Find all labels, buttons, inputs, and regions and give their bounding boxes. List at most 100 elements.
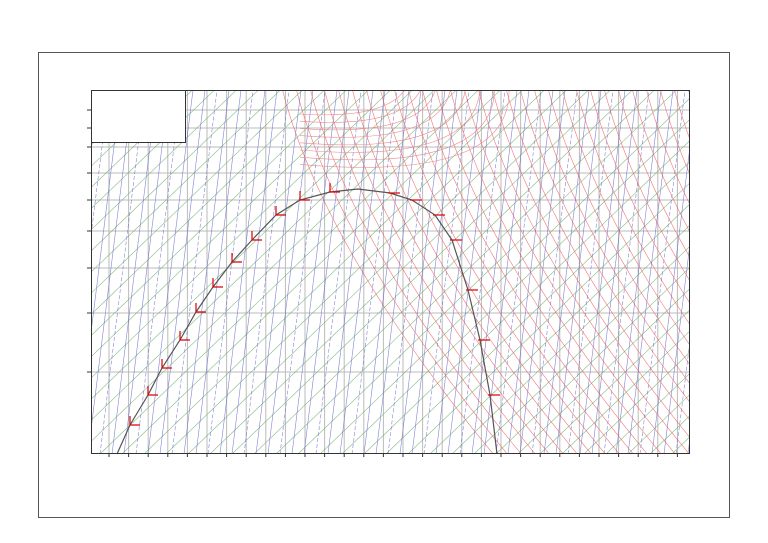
isoline [324,90,536,454]
isoline [267,90,314,454]
isoline [539,309,690,454]
outer-frame [38,52,730,518]
isoline [299,90,451,138]
isoline [338,90,550,454]
isoline [0,50,36,454]
isoline [91,90,98,141]
plot-frame [91,90,690,454]
isoline [531,90,578,454]
isoline [688,90,690,97]
isoline [187,90,567,454]
isoline [282,90,494,454]
isoline [99,90,146,454]
isoline [231,90,278,454]
isoline [111,90,158,454]
isoline [91,90,435,421]
isoline [603,90,650,454]
isoline [40,90,85,454]
isoline [209,90,589,454]
isoline [275,90,655,454]
isoline [716,50,768,454]
isoline [663,241,690,454]
isoline [687,435,690,454]
isoline [576,90,690,326]
isoline [736,90,768,454]
isoline [495,90,542,454]
isoline [91,90,347,337]
isoline [121,90,501,454]
isoline [517,288,690,454]
isoline [91,90,110,239]
isoline [649,415,690,454]
isoline [632,90,690,233]
isoline [561,330,690,454]
isoline [447,90,494,454]
isoline [231,90,611,454]
isoline [299,90,466,146]
isoline [464,90,676,454]
isoline [675,338,690,454]
isoline [91,90,325,315]
isoline [760,90,768,454]
isoline [671,436,690,454]
isoline [255,90,302,454]
isoline [760,50,768,454]
isoline [627,393,690,454]
isoline [483,90,530,454]
isoline [627,90,674,454]
isoline [520,90,690,403]
dome-marker [161,359,172,369]
isoline [459,90,506,454]
isoline [422,90,634,454]
isoline [91,90,281,273]
isoline [366,90,578,454]
isoline [207,90,254,454]
isoline [291,90,338,454]
isoline [387,90,434,454]
isoline [615,90,662,454]
dome-marker [129,416,140,426]
dome-marker [275,206,286,216]
isoline [618,90,690,258]
isoline [91,90,122,336]
dome-marker [179,331,190,341]
isoline [91,90,303,294]
isoline [310,90,522,454]
isoline [363,140,690,454]
isoline [407,182,690,454]
dome-marker [212,278,223,288]
dome-marker [231,253,242,263]
isoline [451,224,690,454]
dome-marker [329,183,340,193]
isoline [471,90,518,454]
isoline [279,90,326,454]
isoline [303,90,350,454]
isoline [385,161,690,454]
isoline [728,80,768,474]
isoline [478,90,690,454]
isoline [0,50,58,454]
isoline [605,372,690,454]
isoline [411,90,458,454]
isoline [519,90,566,454]
isoline [135,90,182,454]
isoline [319,97,690,454]
isoline [674,90,690,141]
isoline [91,90,369,358]
isoline [394,90,606,454]
isoline [296,90,508,454]
isoline [555,90,602,454]
isoline [756,80,768,474]
isoline [327,90,374,454]
isoline [450,90,662,454]
isoline [748,90,768,454]
isoline [492,90,690,439]
isoline [429,203,690,454]
isoline [0,50,14,454]
isoline [375,90,422,454]
isoline [660,90,690,176]
isoline [219,90,266,454]
isoline [562,90,690,346]
isoline [183,90,230,454]
